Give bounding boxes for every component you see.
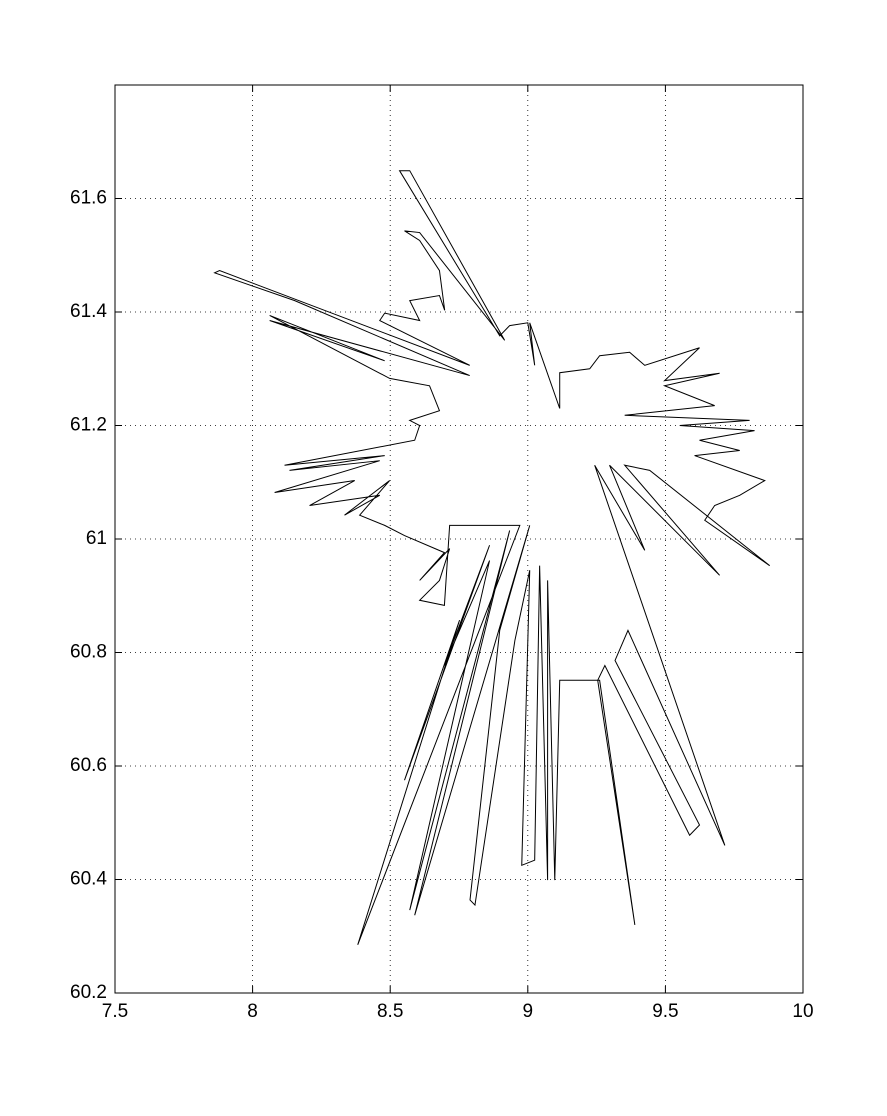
y-tick-label: 60.4 [70,869,107,890]
plot-frame [114,84,804,994]
y-tick-label: 61.6 [70,188,107,209]
x-tick-label: 9 [523,1001,534,1022]
x-tick-label: 7.5 [102,1001,128,1022]
data-line [213,170,771,945]
x-tick-label: 8 [247,1001,258,1022]
x-tick-label: 8.5 [377,1001,403,1022]
x-tick-label: 10 [792,1001,813,1022]
y-tick-label: 61.4 [70,301,107,322]
y-tick-label: 60.6 [70,755,107,776]
y-tick-label: 60.2 [70,982,107,1003]
y-tick-label: 60.8 [70,642,107,663]
y-tick-label: 61 [86,528,107,549]
x-tick-label: 9.5 [652,1001,678,1022]
y-tick-label: 61.2 [70,415,107,436]
